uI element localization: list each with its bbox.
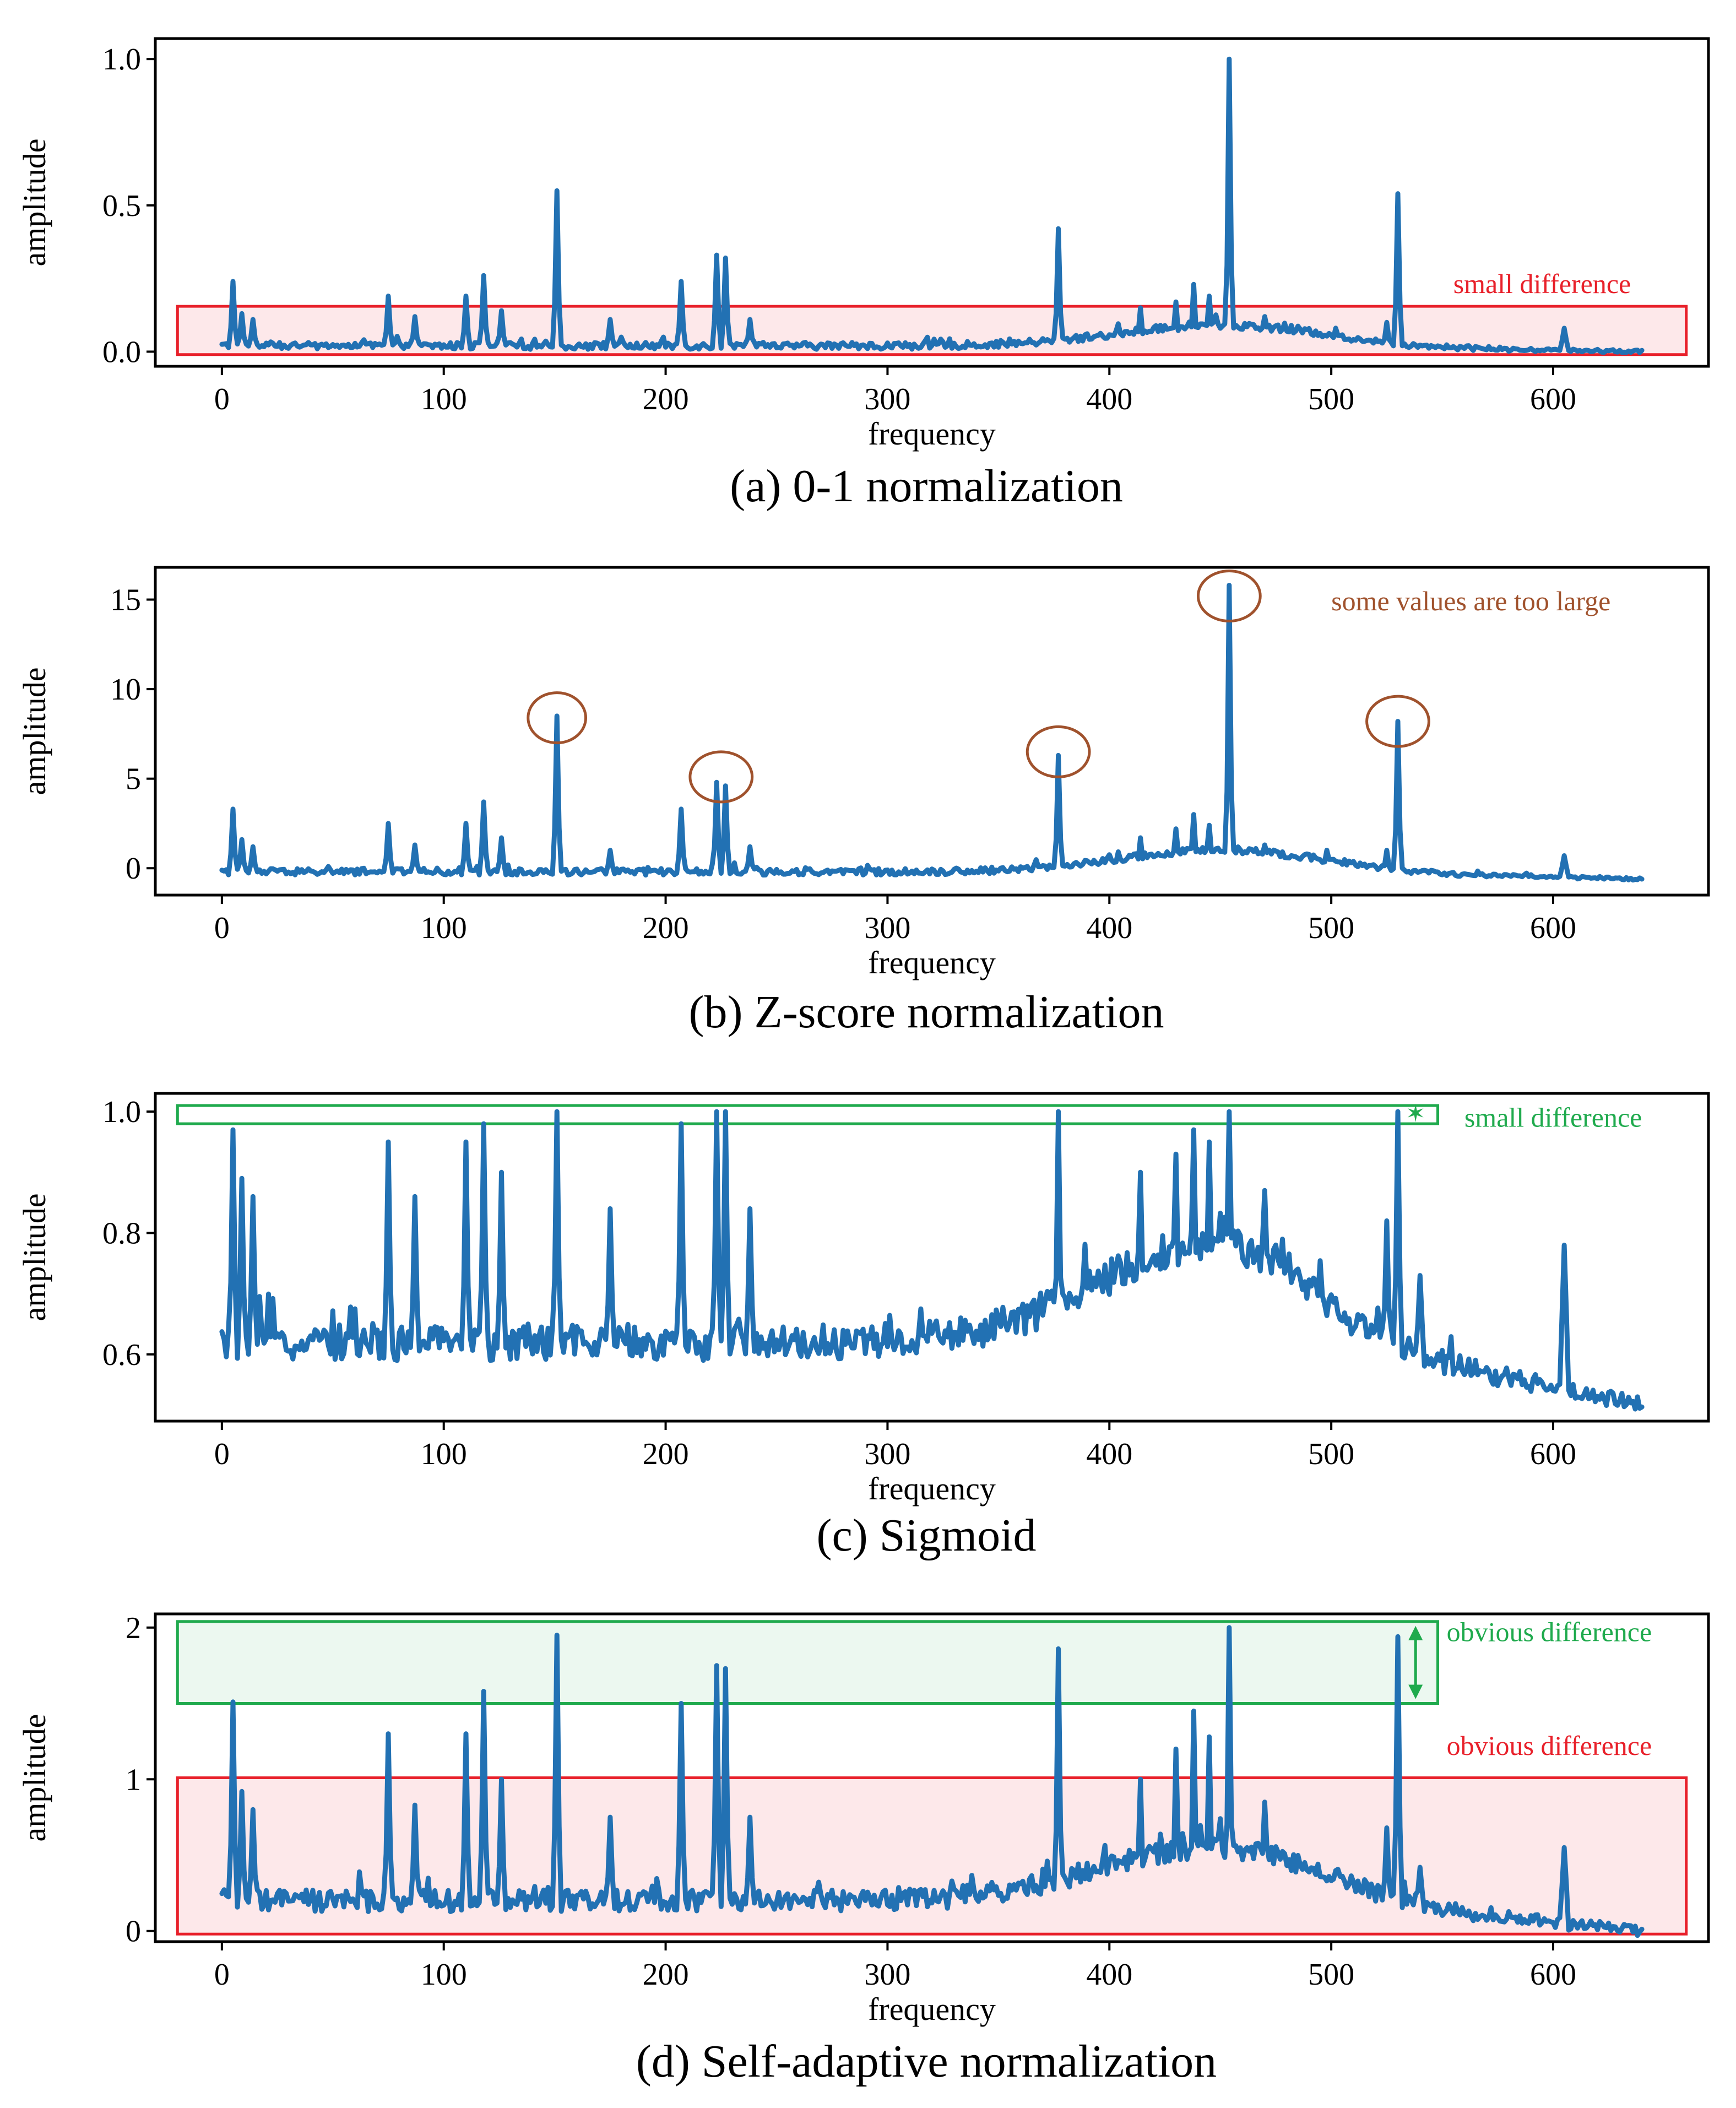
x-tick-label: 600	[1530, 911, 1576, 945]
x-axis-label: frequency	[868, 1471, 996, 1507]
x-tick-label: 200	[643, 1958, 689, 1992]
x-axis-label: frequency	[868, 416, 996, 452]
peak-circle-marker	[1026, 725, 1091, 778]
annotation-label: small difference	[1464, 1102, 1642, 1133]
peak-circle-marker	[1365, 695, 1430, 748]
x-axis-label: frequency	[868, 1991, 996, 2027]
y-tick-label: 2	[126, 1611, 141, 1645]
y-tick-label: 0.8	[102, 1216, 141, 1250]
peak-circle-marker	[688, 750, 754, 804]
star-marker-icon: ✶	[1406, 1100, 1426, 1127]
y-tick-label: 0	[126, 1915, 141, 1949]
x-tick-label: 600	[1530, 1437, 1576, 1471]
x-tick-label: 500	[1308, 382, 1354, 416]
y-tick-label: 1	[126, 1763, 141, 1797]
annotation-label: some values are too large	[1331, 586, 1610, 616]
y-tick-label: 5	[126, 762, 141, 796]
x-tick-label: 100	[421, 1958, 467, 1992]
x-tick-label: 0	[214, 1958, 230, 1992]
y-tick-label: 0.6	[102, 1338, 141, 1372]
amplitude-series-line	[219, 56, 1645, 355]
x-tick-label: 100	[421, 911, 467, 945]
x-tick-label: 600	[1530, 382, 1576, 416]
x-tick-label: 500	[1308, 911, 1354, 945]
highlight-box	[176, 1620, 1440, 1705]
x-tick-label: 100	[421, 1437, 467, 1471]
peak-circle-marker	[1196, 570, 1262, 623]
amplitude-series-line	[219, 1625, 1645, 1938]
x-tick-label: 200	[643, 911, 689, 945]
x-axis-label: frequency	[868, 945, 996, 980]
y-axis-label: amplitude	[17, 668, 52, 795]
x-tick-label: 200	[643, 382, 689, 416]
panel-caption: (a) 0-1 normalization	[730, 460, 1123, 512]
y-axis-label: amplitude	[17, 1194, 52, 1321]
x-tick-label: 400	[1086, 911, 1132, 945]
annotation-label: obvious difference	[1447, 1617, 1652, 1648]
x-tick-label: 600	[1530, 1958, 1576, 1992]
x-tick-label: 300	[864, 1958, 910, 1992]
plot-frame	[154, 1092, 1710, 1423]
y-tick-label: 0	[126, 852, 141, 886]
amplitude-series-line	[219, 1109, 1645, 1412]
panel-caption: (d) Self-adaptive normalization	[636, 2036, 1217, 2087]
annotation-label: small difference	[1453, 268, 1631, 299]
x-tick-label: 0	[214, 1437, 230, 1471]
panel-caption: (c) Sigmoid	[817, 1510, 1037, 1561]
x-tick-label: 300	[864, 911, 910, 945]
amplitude-series-line	[219, 583, 1645, 883]
x-tick-label: 0	[214, 382, 230, 416]
chart-panel-3: small difference ✶ 0 100 200 300 400 500 600 0.6 0…	[17, 1092, 1710, 1561]
x-tick-label: 400	[1086, 1437, 1132, 1471]
y-tick-label: 10	[110, 673, 141, 707]
y-tick-label: 1.0	[102, 42, 141, 77]
y-tick-label: 1.0	[102, 1095, 141, 1129]
x-tick-label: 0	[214, 911, 230, 945]
peak-circle-marker	[527, 691, 588, 745]
x-tick-label: 200	[643, 1437, 689, 1471]
plot-frame	[154, 566, 1710, 897]
annotation-label: obvious difference	[1447, 1730, 1652, 1761]
plot-frame	[154, 1612, 1710, 1943]
y-tick-label: 0.0	[102, 335, 141, 369]
y-axis-label: amplitude	[17, 1714, 52, 1842]
chart-panel-1: small difference 0 100 200 300 400 500 600 0.0 0.…	[17, 37, 1710, 512]
x-tick-label: 300	[864, 382, 910, 416]
x-tick-label: 500	[1308, 1437, 1354, 1471]
x-tick-label: 400	[1086, 382, 1132, 416]
y-tick-label: 15	[110, 583, 141, 617]
x-tick-label: 500	[1308, 1958, 1354, 1992]
y-axis-label: amplitude	[17, 139, 52, 267]
arrow-head-icon	[1408, 1625, 1423, 1640]
arrow-head-icon	[1408, 1684, 1423, 1699]
highlight-box	[176, 1104, 1440, 1125]
x-tick-label: 400	[1086, 1958, 1132, 1992]
x-tick-label: 100	[421, 382, 467, 416]
x-tick-label: 300	[864, 1437, 910, 1471]
panel-caption: (b) Z-score normalization	[689, 987, 1164, 1038]
plot-frame	[154, 37, 1710, 368]
chart-panel-4: obvious difference obvious difference 0 100…	[17, 1611, 1710, 2087]
y-tick-label: 0.5	[102, 189, 141, 223]
